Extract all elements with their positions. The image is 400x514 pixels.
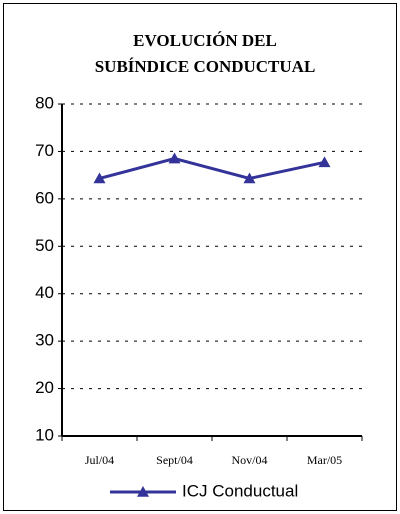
- line: [99, 156, 325, 181]
- marker: [243, 172, 256, 184]
- y-tick-label: 40: [35, 283, 54, 302]
- x-tick-label: Jul/04: [85, 453, 114, 467]
- y-tick-label: 30: [35, 331, 54, 350]
- y-tick-label: 70: [35, 141, 54, 160]
- y-tick-label: 10: [35, 425, 54, 444]
- chart-title: EVOLUCIÓN DEL: [133, 31, 277, 50]
- x-tick-label: Mar/05: [307, 453, 342, 467]
- chart-title: SUBÍNDICE CONDUCTUAL: [95, 57, 316, 76]
- marker: [93, 172, 106, 184]
- legend-label: ICJ Conductual: [182, 481, 298, 500]
- chart-frame: [3, 3, 397, 511]
- x-tick-label: Sept/04: [156, 453, 193, 467]
- legend-marker: [137, 486, 149, 497]
- y-tick-label: 50: [35, 236, 54, 255]
- marker: [318, 156, 331, 168]
- marker: [168, 152, 181, 164]
- y-tick-label: 60: [35, 188, 54, 207]
- x-tick-label: Nov/04: [232, 453, 268, 467]
- y-tick-label: 80: [35, 93, 54, 112]
- y-tick-label: 20: [35, 378, 54, 397]
